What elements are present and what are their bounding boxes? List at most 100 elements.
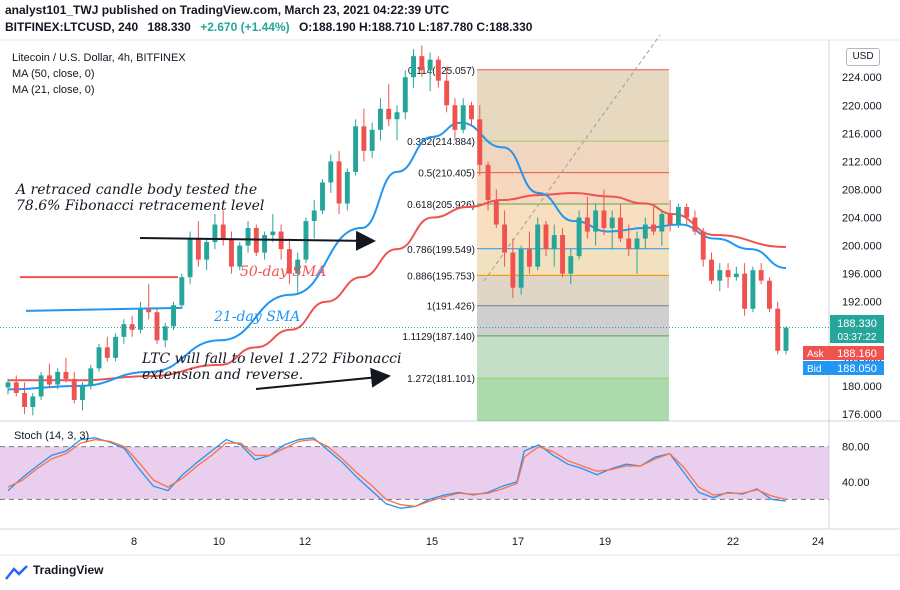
symbol-quote-line: BITFINEX:LTCUSD, 240 188.330 +2.670 (+1.… — [5, 20, 532, 34]
candle-down — [618, 217, 623, 239]
arrow-retrace[interactable] — [139, 230, 376, 251]
fib-zone-extension — [477, 378, 669, 421]
fib-level-label: 0.786(199.549) — [407, 245, 475, 256]
symbol-legend[interactable]: Litecoin / U.S. Dollar, 4h, BITFINEX — [12, 52, 186, 64]
ma50-legend[interactable]: MA (50, close, 0) — [12, 68, 95, 80]
ma21-legend[interactable]: MA (21, close, 0) — [12, 84, 95, 96]
candle-up — [411, 56, 417, 78]
candle-up — [609, 217, 615, 229]
time-tick-label: 12 — [299, 536, 311, 548]
candle-up — [328, 161, 334, 183]
candle-up — [717, 270, 723, 281]
candle-down — [684, 206, 690, 218]
candle-down — [229, 238, 234, 267]
stoch-legend[interactable]: Stoch (14, 3, 3) — [14, 430, 90, 442]
candle-down — [477, 119, 483, 165]
fib-level-label: 1(191.426) — [427, 302, 475, 313]
candle-down — [526, 249, 532, 267]
candle-up — [593, 210, 599, 232]
candle-down — [667, 214, 673, 225]
stoch-k-line — [7, 437, 787, 509]
fib-zone — [477, 275, 669, 306]
last-price-tag: 188.330 03:37:22 — [830, 315, 884, 343]
candle-down — [154, 312, 160, 341]
candle-down — [651, 224, 657, 232]
candle-down — [13, 382, 19, 393]
candle-up — [551, 235, 557, 250]
candle-down — [419, 56, 425, 71]
annotation-target-line2: extension and reverse. — [142, 367, 303, 383]
candle-down — [22, 392, 28, 407]
candle-down — [220, 224, 226, 239]
candle-up — [344, 171, 350, 204]
candle-up — [568, 256, 574, 274]
candle-up — [245, 228, 251, 246]
bid-label: Bid — [807, 364, 821, 375]
time-tick-label: 8 — [131, 536, 137, 548]
ma50-line — [8, 191, 787, 382]
candle-down — [626, 238, 632, 250]
candle-up — [96, 347, 102, 369]
fib-level-label: 0.886(195.753) — [407, 271, 475, 282]
annotation-sma50: 50-day SMA — [240, 264, 326, 280]
fib-level-label: 0.618(205.926) — [407, 200, 475, 211]
candle-up — [394, 112, 400, 120]
fib-zone — [477, 335, 669, 379]
ask-label: Ask — [807, 349, 825, 360]
last-price: 188.330 — [147, 20, 191, 34]
candle-down — [386, 108, 392, 120]
time-tick-label: 19 — [599, 536, 611, 548]
candle-up — [353, 126, 359, 172]
candle-up — [377, 108, 383, 130]
price-tick-label: 216.000 — [842, 128, 882, 140]
candle-down — [543, 224, 549, 250]
tradingview-footer-logo[interactable]: TradingView — [33, 563, 104, 577]
fib-level-label: 0.382(214.884) — [407, 137, 475, 148]
currency-button[interactable]: USD — [846, 48, 880, 66]
candle-down — [435, 59, 441, 81]
bid-tag-bg — [803, 361, 884, 375]
candle-up — [121, 324, 127, 337]
bid-tag: Bid 188.050 — [803, 361, 884, 375]
candle-down — [195, 238, 201, 260]
tradingview-logo-icon — [5, 565, 28, 580]
candle-down — [775, 308, 781, 351]
time-tick-label: 10 — [213, 536, 225, 548]
price-tick-label: 212.000 — [842, 156, 882, 168]
stochastic-pane: 80.00 40.00 — [0, 437, 870, 509]
candle-up — [750, 270, 756, 309]
user-drawn-lines[interactable] — [20, 276, 183, 312]
ohlc-values: O:188.190 H:188.710 L:187.780 C:188.330 — [298, 20, 533, 34]
stoch-tick-label: 40.00 — [842, 477, 870, 489]
candle-up — [212, 224, 218, 243]
annotation-target-line1: LTC will fall to level 1.272 Fibonacci — [141, 351, 401, 367]
candle-down — [510, 252, 516, 288]
candle-down — [725, 270, 731, 278]
stoch-tick-label: 80.00 — [842, 442, 870, 454]
candle-up — [204, 242, 210, 260]
ask-tag: Ask 188.160 — [803, 346, 884, 360]
candle-down — [493, 199, 499, 225]
candle-down — [361, 126, 367, 151]
candle-down — [560, 235, 565, 274]
candle-up — [5, 382, 11, 388]
stoch-d-line — [7, 438, 787, 508]
price-tick-label: 224.000 — [842, 72, 882, 84]
annotation-retrace-line2: 78.6% Fibonacci retracement level — [16, 198, 264, 214]
candle-up — [187, 238, 193, 278]
candle-up — [576, 217, 582, 257]
candle-up — [55, 371, 61, 385]
candle-down — [336, 161, 342, 204]
candle-up — [783, 327, 789, 351]
price-tick-label: 208.000 — [842, 184, 882, 196]
fib-zone — [477, 141, 669, 173]
time-tick-label: 22 — [727, 536, 739, 548]
arrow-target[interactable] — [255, 367, 391, 390]
blue-horizontal-line — [25, 306, 183, 312]
time-tick-label: 15 — [426, 536, 438, 548]
candle-up — [427, 59, 433, 71]
candle-countdown: 03:37:22 — [838, 332, 877, 343]
candle-up — [518, 249, 524, 288]
